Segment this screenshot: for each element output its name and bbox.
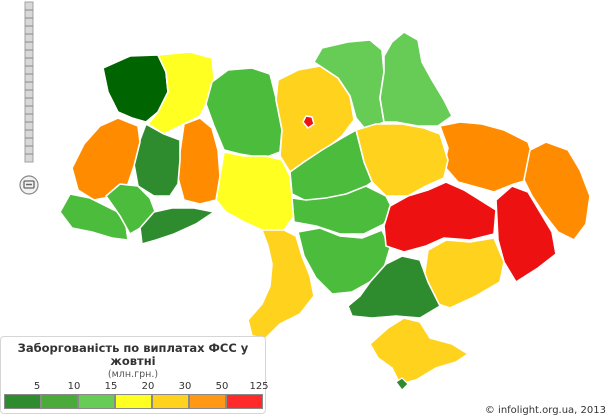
region-vinnytsia[interactable] [215,151,295,231]
legend-swatch [152,394,189,409]
legend-swatch [115,394,152,409]
legend-swatch [226,394,263,409]
region-poltava[interactable] [355,123,449,197]
legend-tick-label: 20 [141,381,155,392]
sevastopol-marker[interactable] [395,377,409,391]
zoom-out-button[interactable] [19,175,39,195]
region-donetsk[interactable] [495,185,557,283]
legend-swatch [189,394,226,409]
kyiv-city-marker[interactable] [302,115,315,129]
region-dnipropetrovsk[interactable] [383,181,497,253]
legend-tick-label: 15 [104,381,118,392]
zoom-slider-track[interactable] [24,1,34,163]
credit[interactable]: © infolight.org.ua, 2013 [484,405,606,416]
legend-swatch [78,394,115,409]
region-kharkiv[interactable] [439,121,535,193]
region-ternopil[interactable] [133,123,181,197]
region-khmelnytskyi[interactable] [177,117,221,205]
legend-tick-label: 125 [249,381,269,392]
minus-icon [23,180,35,189]
region-crimea[interactable] [369,317,469,385]
legend-swatch [41,394,78,409]
legend-tick-label: 5 [33,381,41,392]
region-sumy[interactable] [379,31,453,127]
legend-tick-label: 30 [178,381,192,392]
legend-tick-label: 50 [215,381,229,392]
region-lviv[interactable] [71,117,141,201]
legend-tick-label: 10 [67,381,81,392]
legend: Заборгованість по виплатах ФСС у жовтні … [0,336,269,414]
region-zhytomyr[interactable] [205,67,283,159]
legend-title: Заборгованість по виплатах ФСС у жовтні [17,341,249,368]
legend-swatch [4,394,41,409]
region-luhansk[interactable] [523,141,591,241]
region-chernivtsi[interactable] [139,207,215,245]
region-odesa[interactable] [247,229,315,339]
region-kherson[interactable] [347,255,441,319]
legend-units: (млн.грн.) [107,369,159,380]
zoom-slider[interactable] [19,0,39,200]
